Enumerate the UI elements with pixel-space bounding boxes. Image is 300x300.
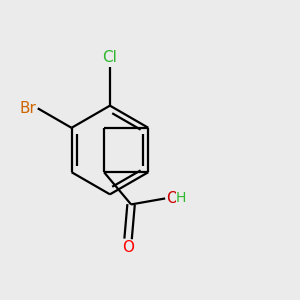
Text: Cl: Cl: [103, 50, 117, 65]
Text: O: O: [166, 191, 178, 206]
Text: O: O: [122, 240, 134, 255]
Text: H: H: [176, 191, 186, 206]
Text: Br: Br: [20, 101, 36, 116]
